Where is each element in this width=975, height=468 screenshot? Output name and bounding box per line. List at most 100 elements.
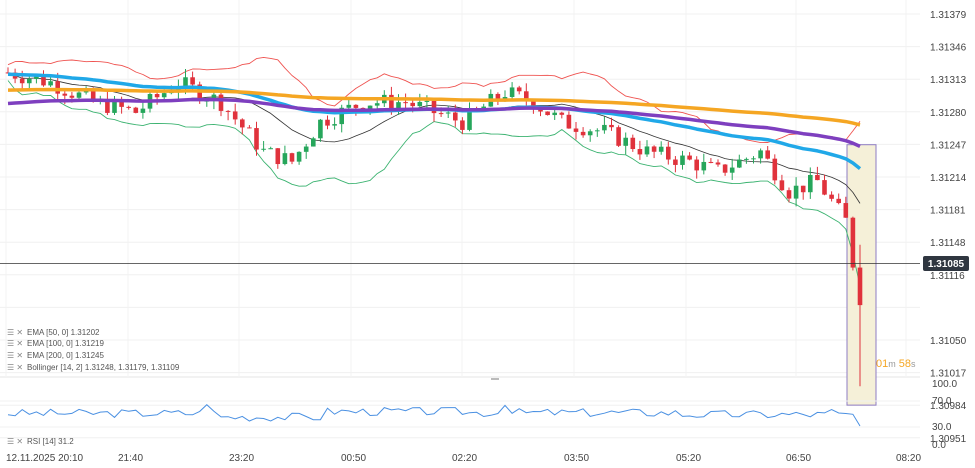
candle-body: [417, 101, 423, 107]
rsi-tick-label: 70.0: [932, 396, 952, 407]
candle-body: [822, 180, 827, 195]
candle-body: [559, 112, 565, 115]
y-tick-label: 1.31181: [930, 206, 966, 217]
candle-body: [34, 76, 39, 79]
candle-body: [800, 185, 806, 193]
candle-body: [48, 81, 53, 86]
candle-body: [538, 109, 543, 112]
rsi-tick-label: 100.0: [932, 379, 957, 390]
candle-body: [112, 100, 117, 113]
candle-body: [857, 267, 863, 306]
legend-menu-icon[interactable]: ☰ ✕: [7, 363, 23, 372]
candle-body: [772, 158, 778, 181]
candle-body: [325, 119, 330, 126]
candle-body: [240, 119, 245, 128]
candle-body: [161, 93, 167, 98]
candle-body: [275, 148, 281, 165]
x-tick-label: 23:20: [229, 453, 254, 464]
candle-body: [609, 124, 614, 128]
y-tick-label: 1.31313: [930, 75, 967, 86]
y-tick-label: 1.31280: [930, 108, 967, 119]
candle-body: [587, 131, 593, 136]
candle-body: [708, 161, 714, 163]
candle-body: [431, 100, 437, 114]
legend-ema50[interactable]: ☰ ✕ EMA [50, 0] 1.31202: [7, 328, 100, 337]
candle-body: [829, 194, 834, 199]
legend-ema50-label: EMA [50, 0] 1.31202: [27, 328, 100, 337]
candle-body: [751, 158, 756, 160]
candle-body: [758, 150, 763, 159]
candle-body: [793, 185, 799, 199]
rsi-line: [7, 404, 861, 427]
candle-body: [467, 108, 472, 130]
candle-body: [438, 113, 444, 115]
candle-body: [218, 94, 224, 111]
time-axis[interactable]: 12.11.2025 20:10 21:40 23:20 00:50 02:20 03:5…: [6, 453, 921, 464]
candle-body: [247, 127, 252, 129]
legend-bollinger[interactable]: ☰ ✕ Bollinger [14, 2] 1.31248, 1.31179, …: [7, 363, 180, 372]
y-tick-label: 1.30951: [930, 434, 967, 445]
candle-body: [580, 131, 586, 136]
candle-body: [311, 138, 316, 147]
candle-body: [552, 112, 557, 116]
candle-body: [374, 103, 380, 106]
price-axis[interactable]: 1.31379 1.31346 1.31313 1.31280 1.31247 1.312…: [930, 10, 967, 445]
candle-body: [261, 148, 266, 150]
candle-body: [339, 107, 344, 125]
y-tick-label: 1.31116: [930, 271, 965, 282]
price-badge: [923, 256, 969, 271]
candle-body: [595, 130, 600, 132]
x-tick-label: 00:50: [341, 453, 366, 464]
legend-ema100-label: EMA [100, 0] 1.31219: [27, 339, 104, 348]
candle-body: [701, 161, 707, 171]
candle-body: [232, 111, 238, 120]
candle-body: [5, 72, 11, 74]
candle-body: [27, 78, 32, 84]
candle-body: [602, 124, 607, 131]
y-tick-label: 1.31017: [930, 369, 967, 380]
x-tick-label: 21:40: [118, 453, 143, 464]
candle-body: [566, 114, 572, 129]
candle-body: [765, 150, 770, 159]
x-tick-label: 12.11.2025 20:10: [6, 453, 84, 464]
candle-body: [119, 100, 124, 107]
candle-body: [630, 137, 636, 150]
candle-body: [722, 164, 728, 173]
candle-body: [808, 174, 813, 193]
candle-body: [481, 106, 486, 109]
rsi-tick-label: 30.0: [932, 422, 952, 433]
legend-menu-icon[interactable]: ☰ ✕: [7, 437, 23, 446]
y-tick-label: 1.31214: [930, 173, 967, 184]
candle-body: [353, 104, 359, 108]
candle-body: [105, 98, 110, 113]
ema100-line: [7, 97, 861, 148]
candle-body: [509, 87, 515, 97]
candle-body: [658, 146, 664, 152]
candle-body: [460, 120, 465, 130]
legend-menu-icon[interactable]: ☰ ✕: [7, 351, 23, 360]
x-tick-label: 06:50: [786, 453, 811, 464]
candle-body: [183, 77, 188, 87]
legend-ema100[interactable]: ☰ ✕ EMA [100, 0] 1.31219: [7, 339, 104, 348]
candle-body: [19, 78, 25, 84]
candle-body: [154, 94, 160, 98]
candle-body: [133, 107, 139, 113]
candle-body: [694, 159, 699, 171]
legend-ema200[interactable]: ☰ ✕ EMA [200, 0] 1.31245: [7, 351, 104, 360]
legend-menu-icon[interactable]: ☰ ✕: [7, 339, 23, 348]
candle-body: [140, 108, 146, 113]
candle-body: [445, 112, 451, 114]
candle-body: [651, 146, 657, 152]
countdown-s: s: [911, 359, 916, 369]
candle-body: [815, 174, 820, 181]
grid: [0, 0, 920, 439]
legend-menu-icon[interactable]: ☰ ✕: [7, 328, 23, 337]
y-tick-label: 1.31148: [930, 238, 966, 249]
candle-body: [296, 151, 302, 162]
candle-body: [211, 94, 217, 101]
candle-body: [637, 149, 643, 155]
legend-rsi[interactable]: ☰ ✕ RSI [14] 31.2: [7, 437, 74, 446]
candle-body: [396, 102, 401, 109]
candle-body: [90, 90, 96, 102]
